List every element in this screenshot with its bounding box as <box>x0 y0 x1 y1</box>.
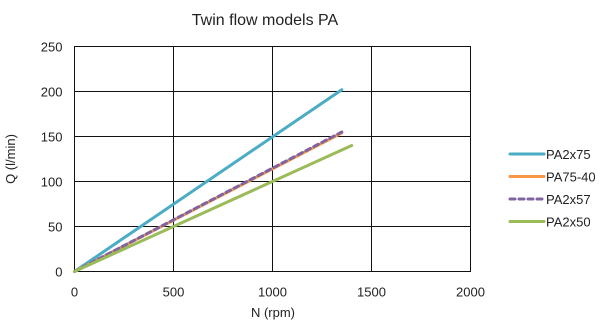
legend-label: PA2x75 <box>546 147 591 162</box>
x-axis-label: N (rpm) <box>251 305 295 320</box>
x-tick-label: 500 <box>163 285 185 300</box>
series-line <box>73 130 344 273</box>
y-tick-label: 250 <box>41 40 63 55</box>
y-tick-label: 0 <box>55 265 62 280</box>
y-tick-label: 150 <box>41 130 63 145</box>
series-line <box>73 144 354 273</box>
x-tick-label: 2000 <box>456 285 485 300</box>
x-tick-label: 0 <box>71 285 78 300</box>
grid-layer <box>74 46 471 272</box>
legend: PA2x75 PA75-40 PA2x57 PA2x50 <box>508 147 596 230</box>
y-tick-label: 100 <box>41 175 63 190</box>
ticks-layer: 0 500 1000 1500 2000 0 50 100 150 200 250 <box>41 40 485 300</box>
legend-label: PA75-40 <box>546 170 596 185</box>
chart-title: Twin flow models PA <box>192 12 339 29</box>
plot-area <box>74 46 471 272</box>
series-line <box>73 88 344 273</box>
legend-label: PA2x50 <box>546 215 591 230</box>
y-tick-label: 50 <box>48 220 62 235</box>
series-layer <box>73 88 354 273</box>
legend-label: PA2x57 <box>546 192 591 207</box>
y-axis-label: Q (l/min) <box>3 134 18 184</box>
x-tick-label: 1500 <box>357 285 386 300</box>
x-tick-label: 1000 <box>258 285 287 300</box>
y-tick-label: 200 <box>41 85 63 100</box>
